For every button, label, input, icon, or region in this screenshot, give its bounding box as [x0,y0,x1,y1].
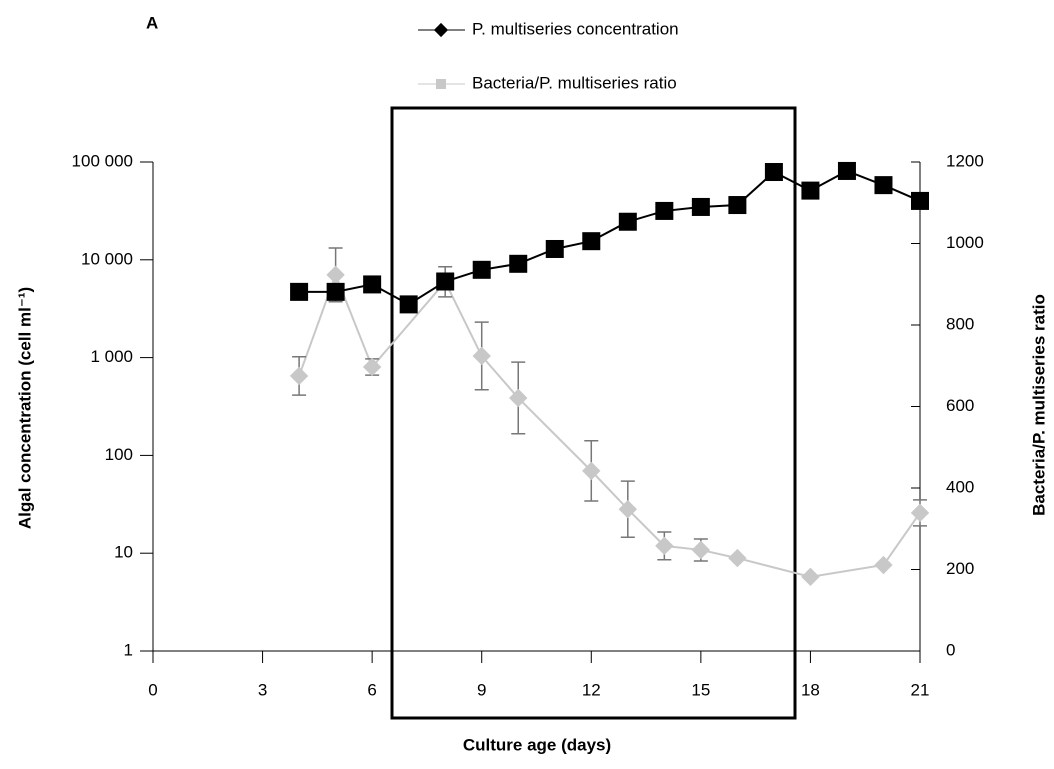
y-tick-label: 100 [105,445,133,464]
marker [910,503,930,523]
marker [618,499,638,519]
x-tick-label: 6 [367,680,376,699]
x-tick-label: 12 [582,680,601,699]
legend-label: Bacteria/P. multiseries ratio [472,73,677,92]
y-tick-label: 1 [124,640,133,659]
marker [691,197,710,216]
y-tick-label: 1 000 [90,347,133,366]
x-tick-label: 0 [148,680,157,699]
marker [911,191,929,210]
marker [472,260,491,279]
marker [691,540,711,560]
marker [582,461,601,481]
x-tick-label: 3 [258,680,267,699]
marker [472,346,491,366]
y-tick-label: 10 [114,543,133,562]
marker [509,388,528,408]
y-tick-label: 10 000 [81,249,133,268]
marker [399,295,418,314]
y2-tick-label: 1000 [946,233,984,252]
series-line [298,272,921,578]
x-tick-label: 18 [801,680,820,699]
highlight-box [390,106,797,720]
y2-tick-label: 200 [946,559,974,578]
marker [874,176,893,195]
y2-tick-label: 800 [946,314,974,333]
marker [655,536,674,556]
marker [289,366,309,386]
marker [801,567,820,587]
legend-label: P. multiseries concentration [472,19,679,38]
x-tick-label: 15 [691,680,710,699]
marker [618,212,637,231]
x-tick-label: 9 [477,680,486,699]
marker [655,201,674,220]
marker [290,282,309,301]
x-tick-label: 21 [911,680,930,699]
legend-marker [436,79,446,89]
y-axis-title: Algal concentration (cell ml⁻¹) [15,287,34,529]
marker [874,555,893,575]
marker [545,239,564,258]
marker [436,272,455,291]
y2-axis-title: Bacteria/P. multiseries ratio [1029,294,1048,516]
marker [801,181,820,200]
marker [582,232,601,251]
y2-tick-label: 400 [946,477,974,496]
y-tick-label: 100 000 [72,151,133,170]
marker [837,161,856,180]
marker [728,196,747,215]
x-axis-title: Culture age (days) [463,735,611,754]
marker [509,254,528,273]
marker [326,265,345,285]
marker [362,357,382,377]
marker [363,275,382,294]
marker [728,548,747,568]
y2-tick-label: 0 [946,640,955,659]
marker [764,163,783,182]
annotation: A [146,13,158,32]
y2-tick-label: 600 [946,396,974,415]
marker [326,282,345,301]
legend-marker [433,22,449,38]
y2-tick-label: 1200 [946,151,984,170]
